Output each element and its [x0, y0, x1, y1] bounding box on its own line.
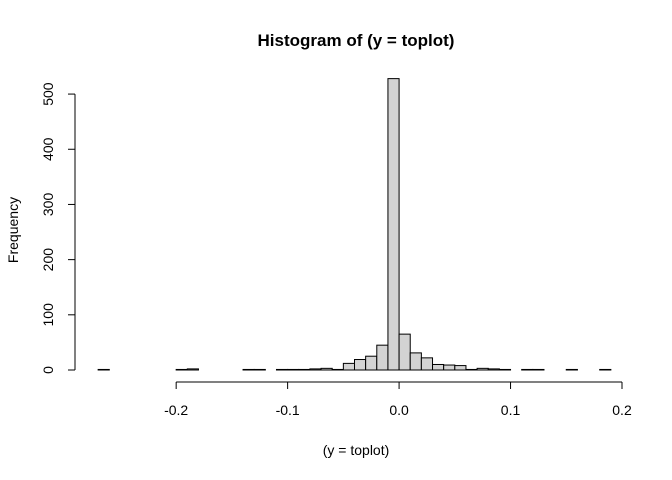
histogram-bar-36: [498, 368, 512, 371]
histogram-bar-14: [253, 368, 266, 371]
histogram-bar-23: [354, 359, 367, 371]
histogram-bar-34: [476, 367, 489, 371]
y-axis-label: Frequency: [5, 197, 21, 263]
histogram-bar-38: [521, 368, 534, 371]
histogram-bar-31: [443, 364, 456, 371]
x-tick-label-0: -0.2: [164, 402, 188, 418]
y-tick-label-4: 400: [40, 137, 56, 161]
histogram-bar-32: [454, 365, 467, 371]
histogram-bar-28: [409, 352, 422, 371]
histogram-bar-8: [186, 368, 199, 371]
histogram-bar-27: [398, 333, 411, 371]
histogram-bar-7: [175, 368, 188, 371]
x-tick-label-3: 0.1: [501, 402, 521, 418]
x-tick-label-1: -0.1: [276, 402, 300, 418]
y-tick-label-3: 300: [40, 193, 56, 217]
x-axis-label: (y = toplot): [323, 442, 390, 458]
histogram-bar-29: [420, 357, 434, 371]
histogram-bar-19: [309, 368, 322, 371]
x-ticks: -0.2 -0.1 0.0 0.1 0.2: [164, 382, 632, 418]
y-tick-label-1: 100: [40, 303, 56, 327]
histogram-bar-35: [487, 368, 500, 371]
histogram-bar-33: [465, 368, 478, 371]
histogram-bar-39: [532, 368, 545, 371]
histogram-bar-13: [242, 368, 255, 371]
histogram-bar-26: [387, 78, 400, 371]
histogram-bar-21: [331, 368, 344, 371]
histogram-bar-22: [342, 362, 355, 371]
y-tick-label-2: 200: [40, 248, 56, 272]
histogram-bar-17: [287, 368, 300, 371]
histogram-bar-18: [298, 368, 311, 371]
histogram-bar-25: [376, 344, 389, 371]
histogram-bar-42: [565, 368, 578, 371]
histogram-bar-24: [365, 355, 378, 371]
histogram-bar-20: [320, 367, 333, 371]
bars-group: [97, 78, 612, 371]
y-tick-label-0: 0: [40, 366, 56, 374]
chart-title: Histogram of (y = toplot): [258, 31, 455, 50]
histogram-bar-30: [432, 363, 445, 371]
x-tick-label-2: 0.0: [389, 402, 409, 418]
histogram-bar-16: [275, 368, 289, 371]
y-tick-label-5: 500: [40, 82, 56, 106]
histogram-bar-0: [97, 368, 110, 371]
y-ticks: 0 100 200 300 400 500: [40, 82, 75, 374]
x-tick-label-4: 0.2: [612, 402, 632, 418]
histogram-bar-45: [599, 368, 612, 371]
